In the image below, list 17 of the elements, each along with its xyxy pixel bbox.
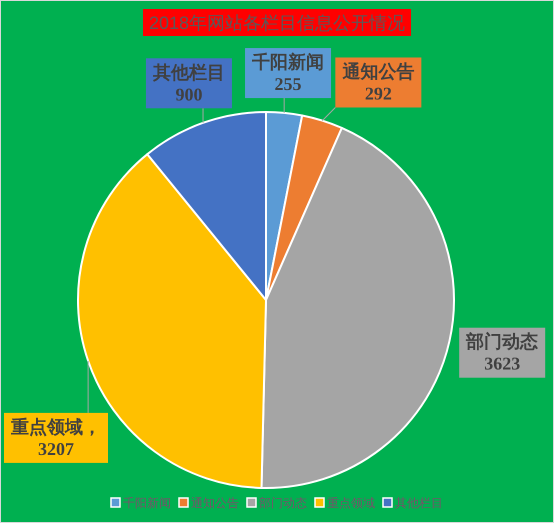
title: 2018年网站各栏目信息公开情况 xyxy=(142,9,412,36)
data-label: 其他栏目 900 xyxy=(152,62,225,104)
legend-label: 通知公告 xyxy=(191,496,239,510)
data-label: 重点领域， 3207 xyxy=(4,412,108,463)
data-label: 千阳新闻 255 xyxy=(245,48,332,98)
data-label: 重点领域， 3207 xyxy=(10,416,101,459)
data-label: 通知公告 292 xyxy=(335,57,422,108)
data-label: 其他栏目 900 xyxy=(146,58,232,108)
data-label: 部门动态 3623 xyxy=(459,328,546,378)
legend-label: 千阳新闻 xyxy=(123,496,171,510)
legend-label: 部门动态 xyxy=(259,496,307,510)
data-label: 千阳新闻 255 xyxy=(251,52,324,94)
chart-title: 2018年网站各栏目信息公开情况 xyxy=(148,13,406,33)
legend-label: 重点领域 xyxy=(327,496,375,510)
legend-label: 其他栏目 xyxy=(395,496,443,510)
data-label: 部门动态 3623 xyxy=(465,332,538,374)
data-label: 通知公告 292 xyxy=(341,61,414,104)
